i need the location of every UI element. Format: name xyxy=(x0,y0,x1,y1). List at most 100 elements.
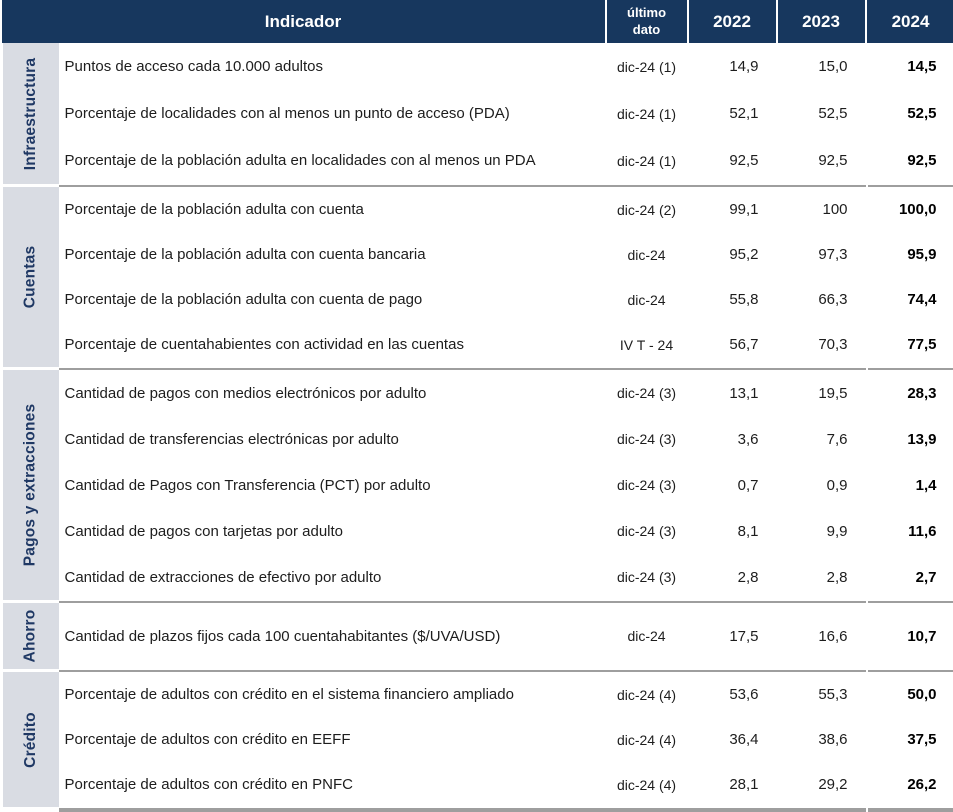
category-label: Crédito xyxy=(3,672,59,807)
indicator-cell: Cantidad de pagos con tarjetas por adult… xyxy=(64,522,344,540)
value-2023-cell: 29,2 xyxy=(818,776,848,793)
category-cell-infraestructura: Infraestructura xyxy=(0,43,59,184)
value-2022-cell: 13,1 xyxy=(729,384,759,402)
indicator-cell: Porcentaje de cuentahabientes con activi… xyxy=(64,336,464,353)
value-2023-cell: 97,3 xyxy=(818,246,848,263)
section-divider xyxy=(2,600,953,603)
value-2024-cell: 14,5 xyxy=(907,58,937,75)
indicator-cell: Puntos de acceso cada 10.000 adultos xyxy=(64,58,324,75)
divider-line xyxy=(58,807,866,812)
value-2022-cell: 3,6 xyxy=(737,430,759,448)
value-2024-cell: 13,9 xyxy=(907,430,937,448)
header-year-2024: 2024 xyxy=(864,0,953,43)
divider-line-2024 xyxy=(866,184,953,187)
value-2023-cell: 38,6 xyxy=(818,731,848,748)
value-2022-cell: 0,7 xyxy=(737,476,759,494)
value-2024-cell: 77,5 xyxy=(907,336,937,353)
table-row: Cantidad de transferencias electrónicas … xyxy=(2,416,953,462)
last-data-cell: dic-24 xyxy=(627,246,666,263)
header-year-2023: 2023 xyxy=(775,0,866,43)
category-text: Pagos y extracciones xyxy=(21,403,39,567)
category-text: Infraestructura xyxy=(21,57,39,170)
last-data-cell: dic-24 (3) xyxy=(616,477,677,493)
value-2022-cell: 53,6 xyxy=(729,686,759,703)
value-2024-cell: 10,7 xyxy=(907,627,937,645)
value-2023-cell: 19,5 xyxy=(818,384,848,402)
value-2023-cell: 92,5 xyxy=(818,152,848,169)
indicator-cell: Porcentaje de localidades con al menos u… xyxy=(64,105,510,122)
last-data-cell: dic-24 xyxy=(627,291,666,308)
value-2024-cell: 1,4 xyxy=(915,476,937,494)
category-label: Infraestructura xyxy=(3,43,59,184)
table-row: Cantidad de extracciones de efectivo por… xyxy=(2,554,953,600)
value-2023-cell: 55,3 xyxy=(818,686,848,703)
value-2022-cell: 17,5 xyxy=(729,627,759,645)
indicator-cell: Porcentaje de adultos con crédito en PNF… xyxy=(64,776,354,793)
value-2023-cell: 70,3 xyxy=(818,336,848,353)
indicator-cell: Porcentaje de la población adulta con cu… xyxy=(64,201,364,218)
value-2022-cell: 8,1 xyxy=(737,522,759,540)
value-2024-cell: 95,9 xyxy=(907,246,937,263)
value-2024-cell: 92,5 xyxy=(907,152,937,169)
value-2022-cell: 55,8 xyxy=(729,291,759,308)
value-2023-cell: 0,9 xyxy=(826,476,848,494)
category-cell-credito: Crédito xyxy=(0,672,59,807)
indicator-cell: Porcentaje de adultos con crédito en el … xyxy=(64,686,514,703)
category-text: Cuentas xyxy=(21,245,39,309)
last-data-cell: dic-24 xyxy=(627,628,666,644)
value-2022-cell: 14,9 xyxy=(729,58,759,75)
value-2024-cell: 2,7 xyxy=(915,568,937,586)
header-row: Indicador último dato 2022 2023 2024 xyxy=(1,0,953,43)
last-data-cell: dic-24 (4) xyxy=(616,686,677,703)
table-row: Cuentas Porcentaje de la población adulta… xyxy=(0,187,953,367)
table-row: Porcentaje de adultos con crédito en EEF… xyxy=(2,717,953,762)
value-2023-cell: 7,6 xyxy=(826,430,848,448)
indicator-cell: Cantidad de pagos con medios electrónico… xyxy=(64,384,427,402)
divider-line-2024 xyxy=(866,669,953,672)
divider-line xyxy=(58,669,866,672)
category-label: Pagos y extracciones xyxy=(3,370,59,600)
value-2022-cell: 95,2 xyxy=(729,246,759,263)
table-row: Porcentaje de la población adulta con cu… xyxy=(2,232,953,277)
header-ultimo-dato: último dato xyxy=(604,0,688,43)
value-2024-cell: 26,2 xyxy=(907,776,937,793)
last-data-cell: dic-24 (4) xyxy=(616,776,677,793)
table-row: Ahorro Cantidad de plazos fijos cada 100 … xyxy=(0,603,953,669)
value-2023-cell: 100 xyxy=(822,201,848,218)
value-2024-cell: 52,5 xyxy=(907,105,937,122)
value-2022-cell: 56,7 xyxy=(729,336,759,353)
last-data-cell: dic-24 (3) xyxy=(616,431,677,447)
value-2023-cell: 16,6 xyxy=(818,627,848,645)
indicator-cell: Cantidad de transferencias electrónicas … xyxy=(64,430,399,448)
table-row: Porcentaje de la población adulta en loc… xyxy=(2,137,953,184)
last-data-cell: dic-24 (4) xyxy=(616,731,677,748)
indicator-cell: Cantidad de Pagos con Transferencia (PCT… xyxy=(64,476,431,494)
category-text: Ahorro xyxy=(21,609,39,663)
value-2023-cell: 66,3 xyxy=(818,291,848,308)
value-2024-cell: 37,5 xyxy=(907,731,937,748)
indicator-cell: Porcentaje de la población adulta con cu… xyxy=(64,246,426,263)
table-row: Infraestructura Puntos de acceso cada 10.… xyxy=(0,43,953,184)
last-data-cell: dic-24 (3) xyxy=(616,385,677,401)
divider-line xyxy=(58,600,866,603)
last-data-cell: dic-24 (2) xyxy=(616,201,677,218)
value-2024-cell: 100,0 xyxy=(898,201,937,218)
table-row: Pagos y extracciones Cantidad de pagos co… xyxy=(0,370,953,600)
value-2024-cell: 11,6 xyxy=(908,522,937,540)
last-data-cell: dic-24 (1) xyxy=(616,105,677,122)
divider-line xyxy=(58,184,866,187)
indicator-cell: Cantidad de plazos fijos cada 100 cuenta… xyxy=(64,627,501,645)
last-data-cell: dic-24 (1) xyxy=(616,58,677,75)
value-2023-cell: 52,5 xyxy=(818,105,848,122)
indicator-cell: Porcentaje de la población adulta con cu… xyxy=(64,291,423,308)
indicator-cell: Cantidad de extracciones de efectivo por… xyxy=(64,568,382,586)
value-2022-cell: 28,1 xyxy=(729,776,759,793)
value-2022-cell: 92,5 xyxy=(729,152,759,169)
section-divider xyxy=(2,669,953,672)
category-label: Ahorro xyxy=(3,603,59,669)
last-data-cell: IV T - 24 xyxy=(619,336,674,353)
header-year-2022: 2022 xyxy=(686,0,777,43)
header-indicador: Indicador xyxy=(1,0,606,43)
last-data-cell: dic-24 (3) xyxy=(616,569,677,585)
